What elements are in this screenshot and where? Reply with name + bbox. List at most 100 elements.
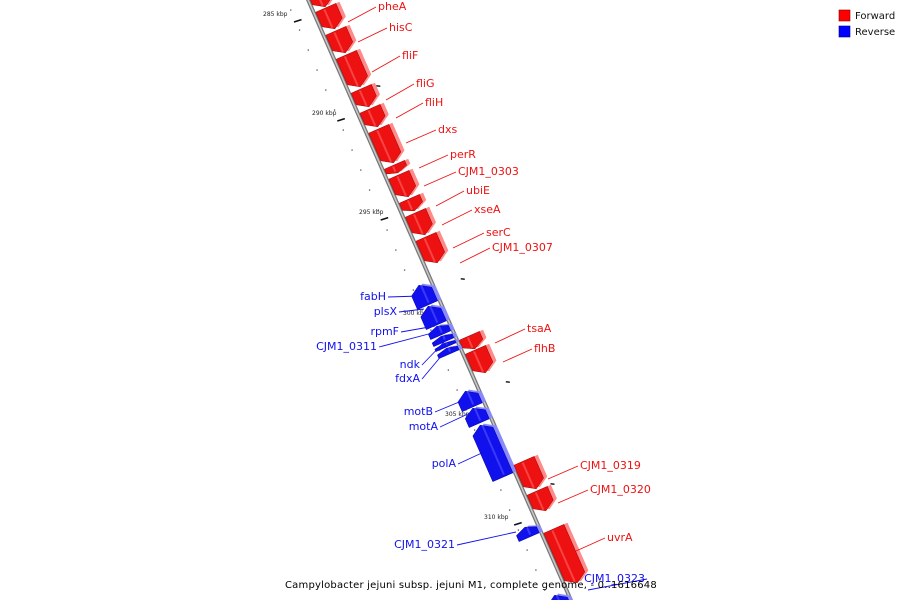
leader-line — [347, 6, 377, 23]
gene-serC[interactable] — [405, 206, 437, 236]
gene-label-motA[interactable]: motA — [409, 420, 439, 433]
gene-highlight — [445, 342, 448, 345]
gene-dxs[interactable] — [359, 102, 389, 128]
gene-label-plsX[interactable]: plsX — [374, 305, 398, 318]
minor-tick — [298, 29, 301, 31]
gene-label-fdxA[interactable]: fdxA — [395, 372, 420, 385]
gene-label-serC[interactable]: serC — [486, 226, 511, 239]
tick-label: 290 kbp — [312, 110, 337, 117]
leader-line — [385, 83, 415, 101]
gene-arrow — [465, 345, 494, 374]
gene-label-ndk[interactable]: ndk — [400, 358, 421, 371]
gene-label-flhB[interactable]: flhB — [534, 342, 555, 355]
gene-hisC[interactable] — [315, 1, 346, 30]
gene-arrow — [415, 232, 445, 264]
gene-label-CJM1_0321[interactable]: CJM1_0321 — [394, 538, 455, 551]
gene-label-ubiE[interactable]: ubiE — [466, 184, 490, 197]
gene-arrow — [405, 208, 433, 236]
gene-arrow — [516, 526, 540, 542]
gene-CJM1_0319[interactable] — [513, 454, 548, 490]
gene-ubiE[interactable] — [388, 168, 420, 198]
gene-highlight — [555, 594, 560, 600]
gene-motB[interactable] — [457, 389, 486, 412]
gene-perR[interactable] — [368, 122, 405, 164]
gene-label-perR[interactable]: perR — [450, 148, 476, 161]
gene-highlight — [429, 305, 439, 323]
gene-highlight — [423, 238, 436, 263]
right-tick — [550, 483, 555, 486]
gene-pheA[interactable] — [307, 0, 336, 8]
minor-tick — [421, 309, 423, 311]
gene-highlight — [392, 166, 397, 173]
gene-label-pheA[interactable]: pheA — [378, 0, 407, 13]
gene-plsX[interactable] — [420, 304, 451, 330]
minor-tick — [386, 229, 388, 231]
gene-polA[interactable] — [472, 423, 517, 482]
gene-fabH[interactable] — [411, 283, 442, 310]
gene-highlight — [526, 526, 532, 535]
gene-label-uvrA[interactable]: uvrA — [607, 531, 633, 544]
gene-CJM1_0307[interactable] — [415, 230, 449, 264]
gene-label-CJM1_0320[interactable]: CJM1_0320 — [590, 483, 651, 496]
gene-label-CJM1_0303[interactable]: CJM1_0303 — [458, 165, 519, 178]
gene-highlight — [438, 325, 443, 333]
leader-line — [502, 348, 533, 363]
gene-arrow — [350, 84, 377, 108]
gene-fliH[interactable] — [350, 82, 380, 108]
leader-line — [398, 308, 425, 313]
gene-rpmF[interactable] — [427, 323, 455, 340]
minor-tick — [368, 189, 371, 191]
minor-tick — [456, 389, 458, 391]
gene-label-tsaA[interactable]: tsaA — [527, 322, 552, 335]
gene-label-polA[interactable]: polA — [432, 457, 457, 470]
tick-label: 305 kbp — [445, 411, 470, 418]
tick-label: 285 kbp — [263, 11, 288, 18]
gene-tsaA[interactable] — [458, 329, 487, 350]
gene-label-CJM1_0319[interactable]: CJM1_0319 — [580, 459, 641, 472]
gene-label-CJM1_0311[interactable]: CJM1_0311 — [316, 340, 377, 353]
gene-label-fabH[interactable]: fabH — [360, 290, 386, 303]
gene-highlight — [319, 0, 324, 7]
gene-label-fliF[interactable]: fliF — [402, 49, 418, 62]
gene-arrow — [427, 325, 452, 340]
gene-motA[interactable] — [464, 406, 493, 428]
gene-fliG[interactable] — [335, 48, 372, 88]
minor-tick — [395, 249, 397, 251]
leader-line — [434, 399, 465, 413]
gene-uvrA[interactable] — [543, 522, 589, 584]
leader-line — [457, 450, 487, 465]
leader-line — [423, 171, 457, 187]
gene-CJM1_0303[interactable] — [384, 158, 411, 175]
minor-tick — [500, 489, 502, 491]
gene-highlight — [367, 110, 377, 127]
gene-fliF[interactable] — [325, 24, 357, 54]
gene-arrow — [437, 345, 460, 359]
leader-line — [459, 247, 491, 264]
minor-tick — [316, 69, 318, 71]
gene-label-CJM1_0307[interactable]: CJM1_0307 — [492, 241, 553, 254]
gene-labels: pheA hisC fliF fliG fliH dxs perR CJM1_0303 ubiE… — [316, 0, 651, 591]
gene-arrow — [398, 194, 423, 212]
minor-tick — [517, 529, 520, 531]
gene-label-dxs[interactable]: dxs — [438, 123, 457, 136]
gene-label-xseA[interactable]: xseA — [474, 203, 501, 216]
gene-highlight — [447, 347, 451, 352]
gene-arrow — [315, 3, 343, 30]
gene-xseA[interactable] — [398, 192, 427, 212]
gene-CJM1_0311[interactable] — [431, 332, 458, 347]
gene-label-motB[interactable]: motB — [404, 405, 433, 418]
gene-label-fliH[interactable]: fliH — [425, 96, 443, 109]
gene-label-hisC[interactable]: hisC — [389, 21, 413, 34]
legend-reverse: Reverse — [838, 25, 895, 38]
gene-CJM1_0320[interactable] — [526, 484, 557, 512]
gene-arrow — [335, 50, 368, 88]
gene-label-rpmF[interactable]: rpmF — [370, 325, 399, 338]
gene-fdxA[interactable] — [437, 344, 463, 359]
gene-CJM1_0321[interactable] — [516, 525, 543, 542]
right-tick — [460, 278, 465, 281]
gene-label-CJM1_0323[interactable]: CJM1_0323 — [584, 572, 645, 585]
gene-flhB[interactable] — [465, 343, 497, 374]
gene-CJM1_0323[interactable] — [547, 593, 578, 600]
tick-label: 310 kbp — [484, 514, 509, 521]
gene-label-fliG[interactable]: fliG — [416, 77, 435, 90]
